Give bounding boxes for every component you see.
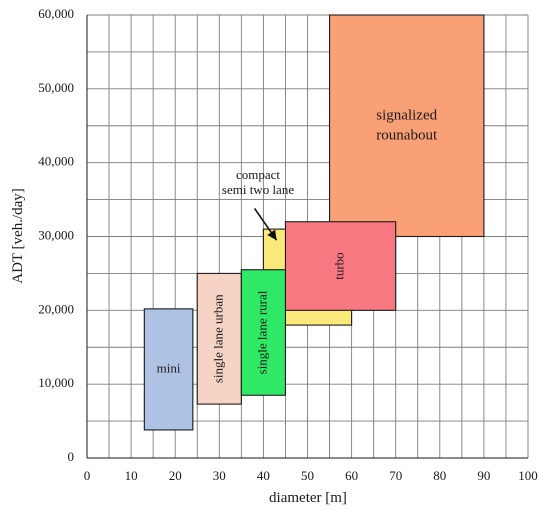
y-tick-label: 40,000 bbox=[38, 154, 74, 169]
x-tick-label: 100 bbox=[518, 468, 538, 483]
region-label-single-rural: single lane rural bbox=[254, 290, 269, 374]
x-tick-label: 90 bbox=[477, 468, 490, 483]
region-mini bbox=[143, 308, 194, 431]
x-tick-label: 60 bbox=[345, 468, 358, 483]
x-tick-label: 40 bbox=[257, 468, 270, 483]
x-tick-label: 50 bbox=[301, 468, 314, 483]
y-tick-label: 0 bbox=[68, 449, 75, 464]
y-tick-label: 30,000 bbox=[38, 227, 74, 242]
x-tick-label: 80 bbox=[433, 468, 446, 483]
region-label-signalized: signalized rounabout bbox=[376, 107, 438, 143]
axes: 0 10 20 30 40 50 60 70 80 90 100 0 10,000 20,000 30,00… bbox=[38, 6, 538, 483]
x-tick-label: 0 bbox=[84, 468, 91, 483]
region-turbo bbox=[284, 221, 397, 311]
x-tick-label: 70 bbox=[389, 468, 402, 483]
y-tick-label: 10,000 bbox=[38, 375, 74, 390]
y-tick-label: 50,000 bbox=[38, 80, 74, 95]
annotation-label: compact semi two lane bbox=[222, 167, 294, 197]
region-label-single-urban: single lane urban bbox=[210, 294, 225, 383]
regions: signalized rounabout turbo mini single lane … bbox=[143, 14, 485, 431]
region-label-turbo: turbo bbox=[332, 252, 347, 279]
y-tick-label: 20,000 bbox=[38, 301, 74, 316]
x-axis-label: diameter [m] bbox=[269, 490, 347, 506]
x-tick-label: 10 bbox=[125, 468, 138, 483]
y-tick-label: 60,000 bbox=[38, 6, 74, 21]
region-signalized bbox=[328, 14, 485, 238]
annotation-arrow bbox=[253, 207, 278, 241]
region-single-rural bbox=[240, 269, 287, 396]
annotation: compact semi two lane bbox=[222, 167, 294, 241]
region-label-mini: mini bbox=[157, 360, 181, 375]
y-axis-label: ADT [veh./day] bbox=[10, 188, 26, 284]
x-tick-label: 20 bbox=[169, 468, 182, 483]
region-single-urban bbox=[196, 272, 242, 405]
x-tick-label: 30 bbox=[213, 468, 226, 483]
